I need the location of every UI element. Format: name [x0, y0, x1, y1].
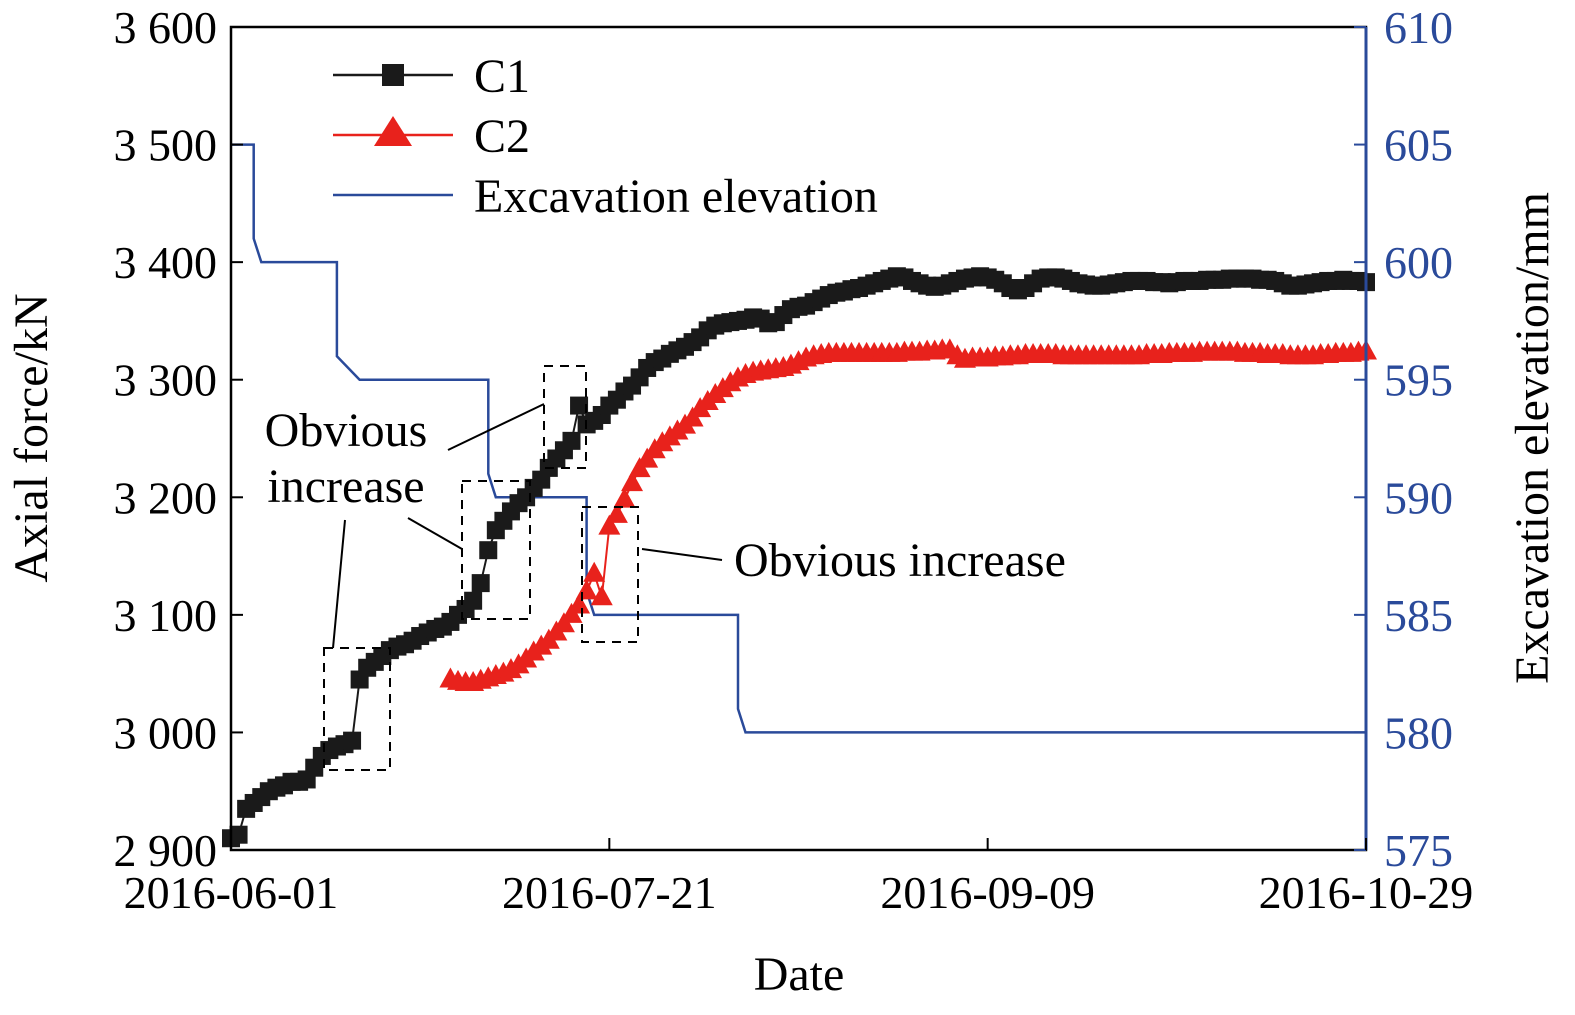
excavation-elevation-series	[231, 143, 1366, 734]
annotation-box	[323, 647, 391, 771]
c2-point	[590, 585, 613, 606]
c2-point	[568, 593, 591, 614]
annotation-label: Obvious	[265, 404, 428, 457]
c1-point	[570, 396, 589, 415]
axes: 2 900 3 000 3 100 3 200 3 300 3 400 3 500 3 600…	[114, 2, 1474, 918]
legend: C1 C2 Excavation elevation	[333, 50, 878, 223]
x-tick-label: 2016-10-29	[1259, 867, 1474, 918]
legend-c2-label: C2	[474, 110, 530, 163]
x-tick-label: 2016-09-09	[880, 867, 1095, 918]
y-right-tick-label: 580	[1384, 707, 1453, 758]
c2-point	[621, 471, 644, 492]
legend-c2-marker	[374, 116, 412, 146]
annotation-leader-line	[407, 517, 463, 550]
annotation-leader-line	[332, 519, 346, 649]
annotation-box	[543, 365, 587, 469]
c2-point	[613, 487, 636, 508]
left-y-axis: 2 900 3 000 3 100 3 200 3 300 3 400 3 500 3 600	[114, 2, 243, 876]
c2-series	[439, 338, 1377, 692]
y-left-tick-label: 3 000	[114, 707, 218, 758]
annotation-box	[461, 480, 531, 620]
y-left-tick-label: 3 200	[114, 472, 218, 523]
legend-c1-label: C1	[474, 50, 530, 103]
x-axis: 2016-06-01 2016-07-21 2016-09-09 2016-10-29	[124, 838, 1474, 918]
y-left-tick-label: 3 500	[114, 120, 218, 171]
x-tick-label: 2016-06-01	[124, 867, 339, 918]
y-right-axis-title: Excavation elevation/mm	[1506, 192, 1559, 684]
y-left-tick-label: 2 900	[114, 825, 218, 876]
annotations: Obvious increase Obvious increase	[265, 365, 1066, 771]
y-right-tick-label: 575	[1384, 825, 1453, 876]
c1-point	[479, 541, 498, 560]
legend-c1-marker	[382, 64, 404, 86]
c2-point	[583, 561, 606, 582]
c1-point	[464, 591, 483, 610]
y-right-tick-label: 590	[1384, 472, 1453, 523]
y-right-tick-label: 605	[1384, 120, 1453, 171]
c1-point	[471, 574, 490, 593]
c1-point	[343, 731, 362, 750]
y-left-tick-label: 3 300	[114, 355, 218, 406]
y-left-tick-label: 3 400	[114, 237, 218, 288]
y-right-tick-label: 610	[1384, 2, 1453, 53]
right-y-axis: 575 580 585 590 595 600 605 610	[1354, 2, 1453, 876]
annotation-label: Obvious increase	[734, 534, 1066, 587]
legend-elevation-label: Excavation elevation	[474, 170, 878, 223]
c1-point	[562, 431, 581, 450]
x-axis-title: Date	[754, 948, 845, 1001]
annotation-leader-line	[447, 403, 545, 451]
c2-point	[605, 502, 628, 523]
c1-point	[229, 825, 248, 844]
annotation-label: increase	[267, 460, 424, 513]
annotation-leader-line	[641, 548, 723, 561]
x-tick-label: 2016-07-21	[502, 867, 717, 918]
excavation-elevation-line	[231, 143, 1366, 734]
y-right-tick-label: 600	[1384, 237, 1453, 288]
y-left-tick-label: 3 100	[114, 590, 218, 641]
y-left-tick-label: 3 600	[114, 2, 218, 53]
y-right-tick-label: 585	[1384, 590, 1453, 641]
y-right-tick-label: 595	[1384, 355, 1453, 406]
c2-point	[575, 579, 598, 600]
c2-point	[598, 514, 621, 535]
y-left-axis-title: Axial force/kN	[5, 293, 58, 582]
